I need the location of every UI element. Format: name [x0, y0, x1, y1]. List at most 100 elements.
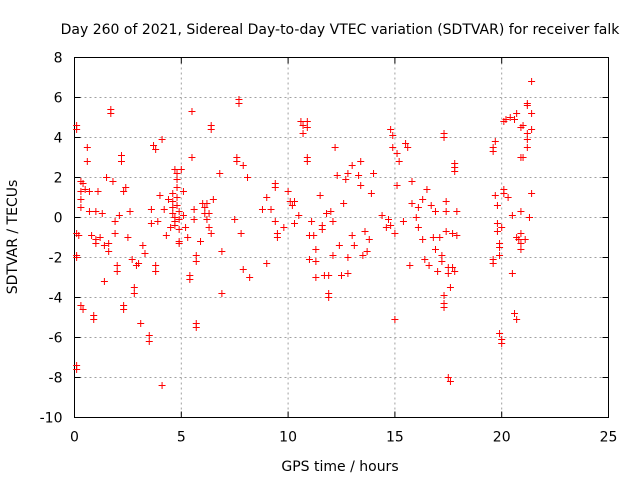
data-point-marker — [120, 188, 128, 195]
data-point-marker — [344, 170, 352, 177]
data-point-marker — [135, 260, 143, 267]
x-axis-label: GPS time / hours — [281, 459, 398, 475]
data-point-marker — [105, 248, 113, 255]
data-point-marker — [404, 144, 412, 151]
grid-layer — [74, 57, 609, 418]
data-point-marker — [77, 302, 85, 309]
data-point-marker — [169, 210, 177, 217]
data-point-marker — [442, 208, 450, 215]
data-point-marker — [498, 340, 506, 347]
data-point-marker — [367, 190, 375, 197]
data-point-marker — [310, 232, 318, 239]
data-point-marker — [338, 272, 345, 279]
data-point-marker — [491, 192, 499, 199]
data-point-marker — [305, 256, 313, 263]
data-point-marker — [333, 172, 341, 179]
data-point-marker — [344, 254, 352, 261]
data-point-marker — [175, 240, 183, 247]
data-point-marker — [316, 192, 324, 199]
data-point-marker — [517, 208, 525, 215]
data-point-marker — [188, 154, 196, 161]
data-point-marker — [382, 224, 390, 231]
y-tick-label: 4 — [54, 131, 63, 147]
data-point-marker — [357, 182, 365, 189]
data-point-marker — [291, 198, 299, 205]
data-point-marker — [425, 262, 433, 269]
data-point-marker — [186, 276, 194, 283]
data-point-marker — [446, 378, 454, 385]
data-point-marker — [96, 234, 104, 241]
data-point-marker — [130, 284, 138, 291]
data-point-marker — [361, 228, 369, 235]
data-point-marker — [152, 146, 160, 153]
data-point-marker — [365, 236, 373, 243]
data-point-marker — [523, 102, 531, 109]
data-point-marker — [496, 330, 504, 337]
data-point-marker — [299, 122, 307, 129]
data-point-marker — [105, 240, 113, 247]
data-point-marker — [421, 256, 429, 263]
data-point-marker — [389, 144, 397, 151]
data-point-marker — [94, 188, 102, 195]
data-point-marker — [113, 268, 121, 275]
data-point-marker — [348, 232, 356, 239]
data-point-marker — [393, 182, 401, 189]
data-point-marker — [81, 186, 89, 193]
data-point-marker — [73, 126, 81, 133]
data-point-marker — [327, 208, 335, 215]
data-point-marker — [344, 270, 352, 277]
data-point-marker — [179, 212, 187, 219]
data-point-marker — [162, 232, 170, 239]
data-point-marker — [83, 158, 91, 165]
data-point-marker — [406, 262, 414, 269]
data-point-marker — [192, 324, 200, 331]
data-point-marker — [431, 246, 439, 253]
data-point-marker — [442, 228, 450, 235]
axis-layer: 0 5 10 15 20 25 -10 -8 -6 -4 -2 0 2 4 6 8 — [40, 51, 618, 446]
data-point-marker — [207, 230, 215, 237]
data-point-marker — [124, 234, 132, 241]
data-point-marker — [391, 230, 399, 237]
data-point-marker — [190, 216, 198, 223]
data-point-marker — [508, 212, 516, 219]
data-point-marker — [493, 228, 501, 235]
data-point-marker — [90, 316, 98, 323]
data-point-marker — [147, 220, 155, 227]
data-point-marker — [188, 108, 196, 115]
data-point-marker — [120, 306, 128, 313]
data-point-marker — [517, 240, 525, 247]
data-point-marker — [387, 222, 395, 229]
data-point-marker — [173, 194, 181, 201]
data-point-marker — [312, 274, 320, 281]
data-point-marker — [231, 216, 239, 223]
data-point-marker — [216, 170, 224, 177]
data-point-marker — [440, 134, 448, 141]
y-tick-label: -10 — [40, 411, 63, 427]
data-point-marker — [511, 116, 519, 123]
data-point-marker — [100, 278, 108, 285]
data-point-marker — [111, 230, 119, 237]
data-point-marker — [384, 216, 392, 223]
data-point-marker — [431, 208, 439, 215]
data-point-marker — [209, 196, 217, 203]
data-point-marker — [77, 196, 85, 203]
data-point-marker — [303, 158, 311, 165]
data-point-marker — [126, 208, 134, 215]
data-point-marker — [184, 234, 192, 241]
data-point-marker — [440, 304, 448, 311]
data-point-marker — [515, 236, 523, 243]
data-point-marker — [284, 188, 292, 195]
data-point-marker — [190, 206, 198, 213]
data-point-marker — [528, 190, 536, 197]
data-point-marker — [528, 126, 536, 133]
y-tick-label: -2 — [49, 251, 63, 267]
data-point-marker — [429, 234, 437, 241]
data-point-marker — [335, 242, 343, 249]
data-point-marker — [192, 252, 200, 259]
data-point-marker — [496, 252, 504, 259]
data-point-marker — [329, 252, 337, 259]
data-point-marker — [291, 220, 299, 227]
data-point-marker — [299, 130, 307, 137]
data-point-marker — [85, 208, 93, 215]
data-point-marker — [506, 114, 514, 121]
